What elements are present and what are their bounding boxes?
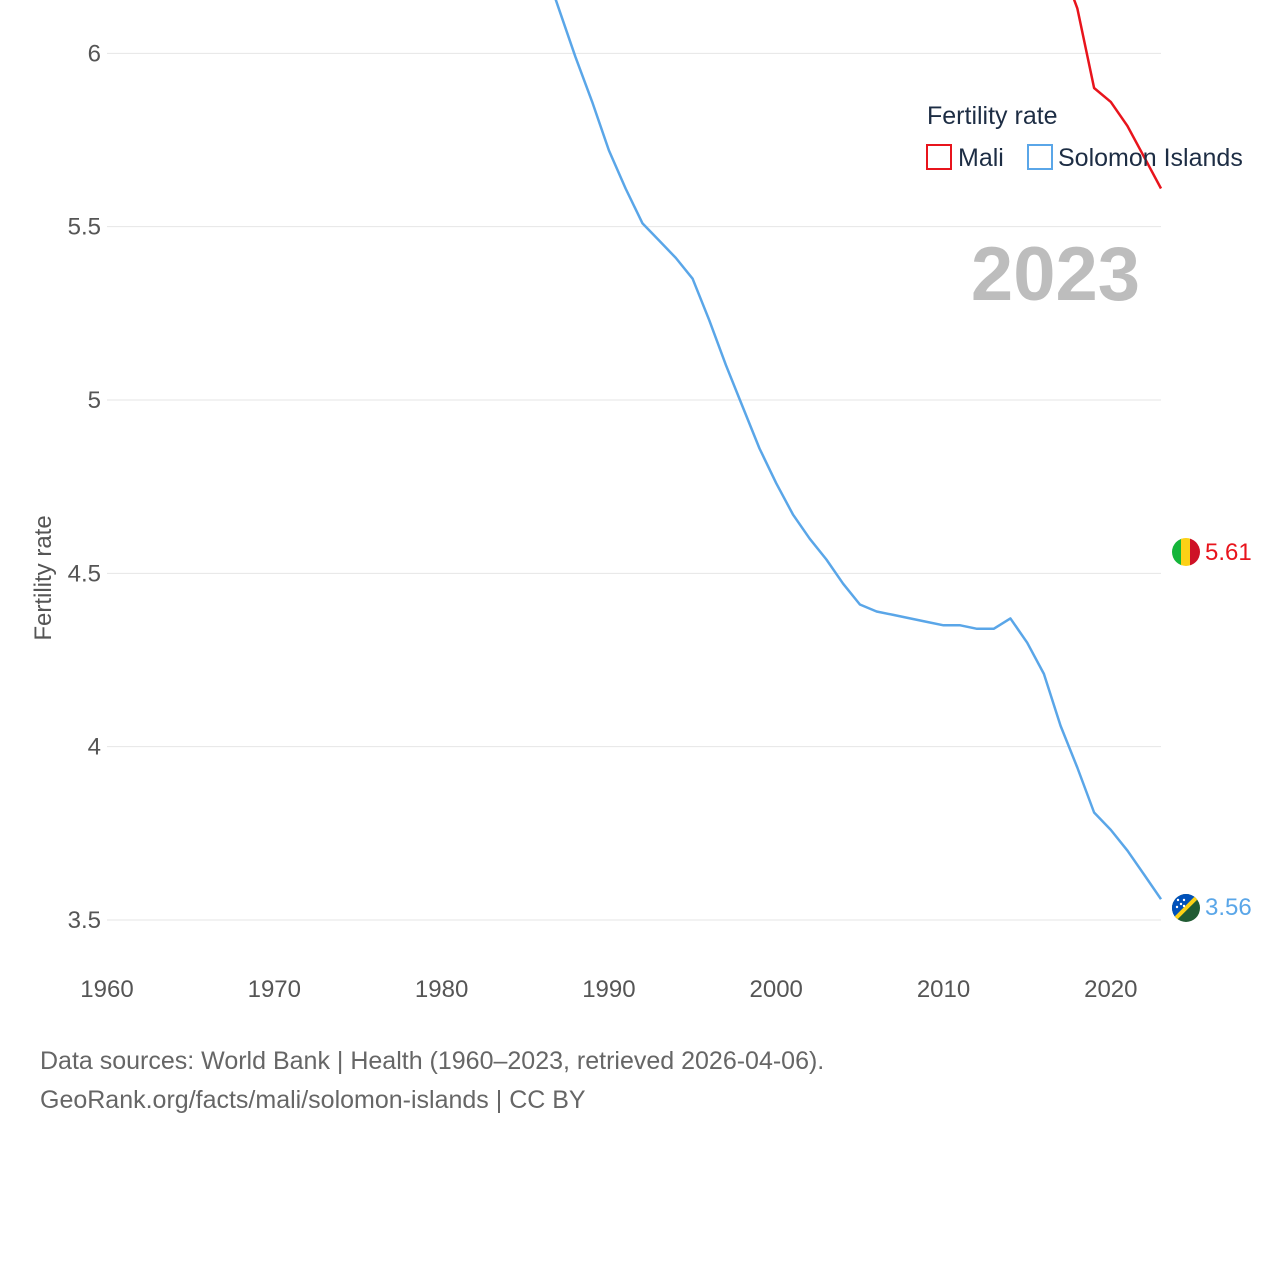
y-tick-label: 5 [88, 387, 101, 414]
y-axis-label: Fertility rate [30, 515, 57, 640]
x-tick-label: 1990 [582, 976, 635, 1003]
footer-sources: Data sources: World Bank | Health (1960–… [40, 1047, 825, 1075]
legend-label-solomon-islands: Solomon Islands [1058, 144, 1243, 172]
end-value-solomon-islands: 3.56 [1205, 894, 1252, 921]
mali-flag-icon [1172, 538, 1200, 566]
x-tick-label: 1970 [248, 976, 301, 1003]
legend-swatch-solomon-islands [1027, 144, 1053, 170]
x-tick-label: 1980 [415, 976, 468, 1003]
end-value-mali: 5.61 [1205, 539, 1252, 566]
x-tick-label: 2020 [1084, 976, 1137, 1003]
x-tick-label: 2010 [917, 976, 970, 1003]
solomon-islands-flag-icon [1172, 894, 1200, 922]
footer-link[interactable]: GeoRank.org/facts/mali/solomon-islands |… [40, 1086, 586, 1114]
x-tick-label: 2000 [750, 976, 803, 1003]
grid-lines [107, 52, 1161, 921]
x-axis-ticks: 1960 1970 1980 1990 2000 2010 2020 [80, 976, 1137, 1003]
y-tick-label: 4.5 [68, 560, 101, 587]
x-tick-label: 1960 [80, 976, 133, 1003]
line-chart: 3.544.555.566.577.5 19601970198019902000… [30, 0, 1252, 1003]
y-tick-label: 3.5 [68, 907, 101, 934]
series-line-solomon-islands [554, 0, 1163, 900]
legend: Fertility rate Mali Solomon Islands [926, 102, 1243, 172]
series-lines [554, 0, 1163, 900]
legend-label-mali: Mali [958, 144, 1004, 172]
legend-title: Fertility rate [927, 102, 1058, 130]
y-axis-ticks: 3.544.555.566.577.5 [68, 40, 101, 934]
y-tick-label: 4 [88, 734, 101, 761]
year-label: 2023 [971, 232, 1140, 317]
y-tick-label: 5.5 [68, 214, 101, 241]
footer: Data sources: World Bank | Health (1960–… [40, 1042, 824, 1120]
y-tick-label: 6 [88, 40, 101, 67]
legend-swatch-mali [926, 144, 952, 170]
